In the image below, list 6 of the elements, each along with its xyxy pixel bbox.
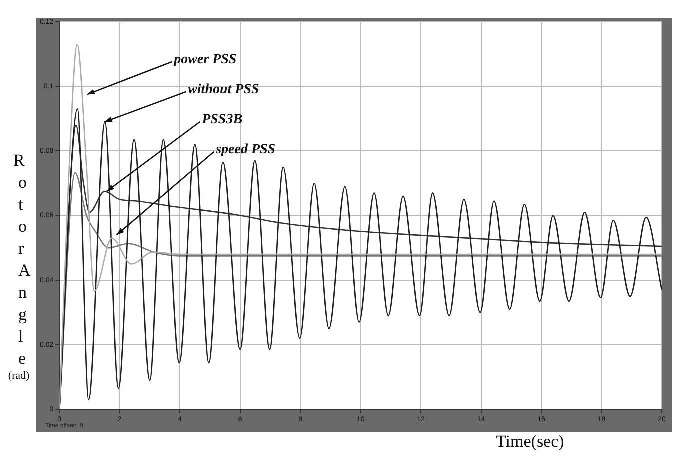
text: Rotor Angle (rad) [8, 151, 31, 382]
annotation: PSS3B [202, 112, 243, 128]
annotation: speed PSS [215, 142, 276, 158]
annotation: power PSS [173, 52, 237, 68]
annotation: without PSS [188, 82, 260, 98]
x-axis-title: Time(sec) [496, 432, 564, 452]
